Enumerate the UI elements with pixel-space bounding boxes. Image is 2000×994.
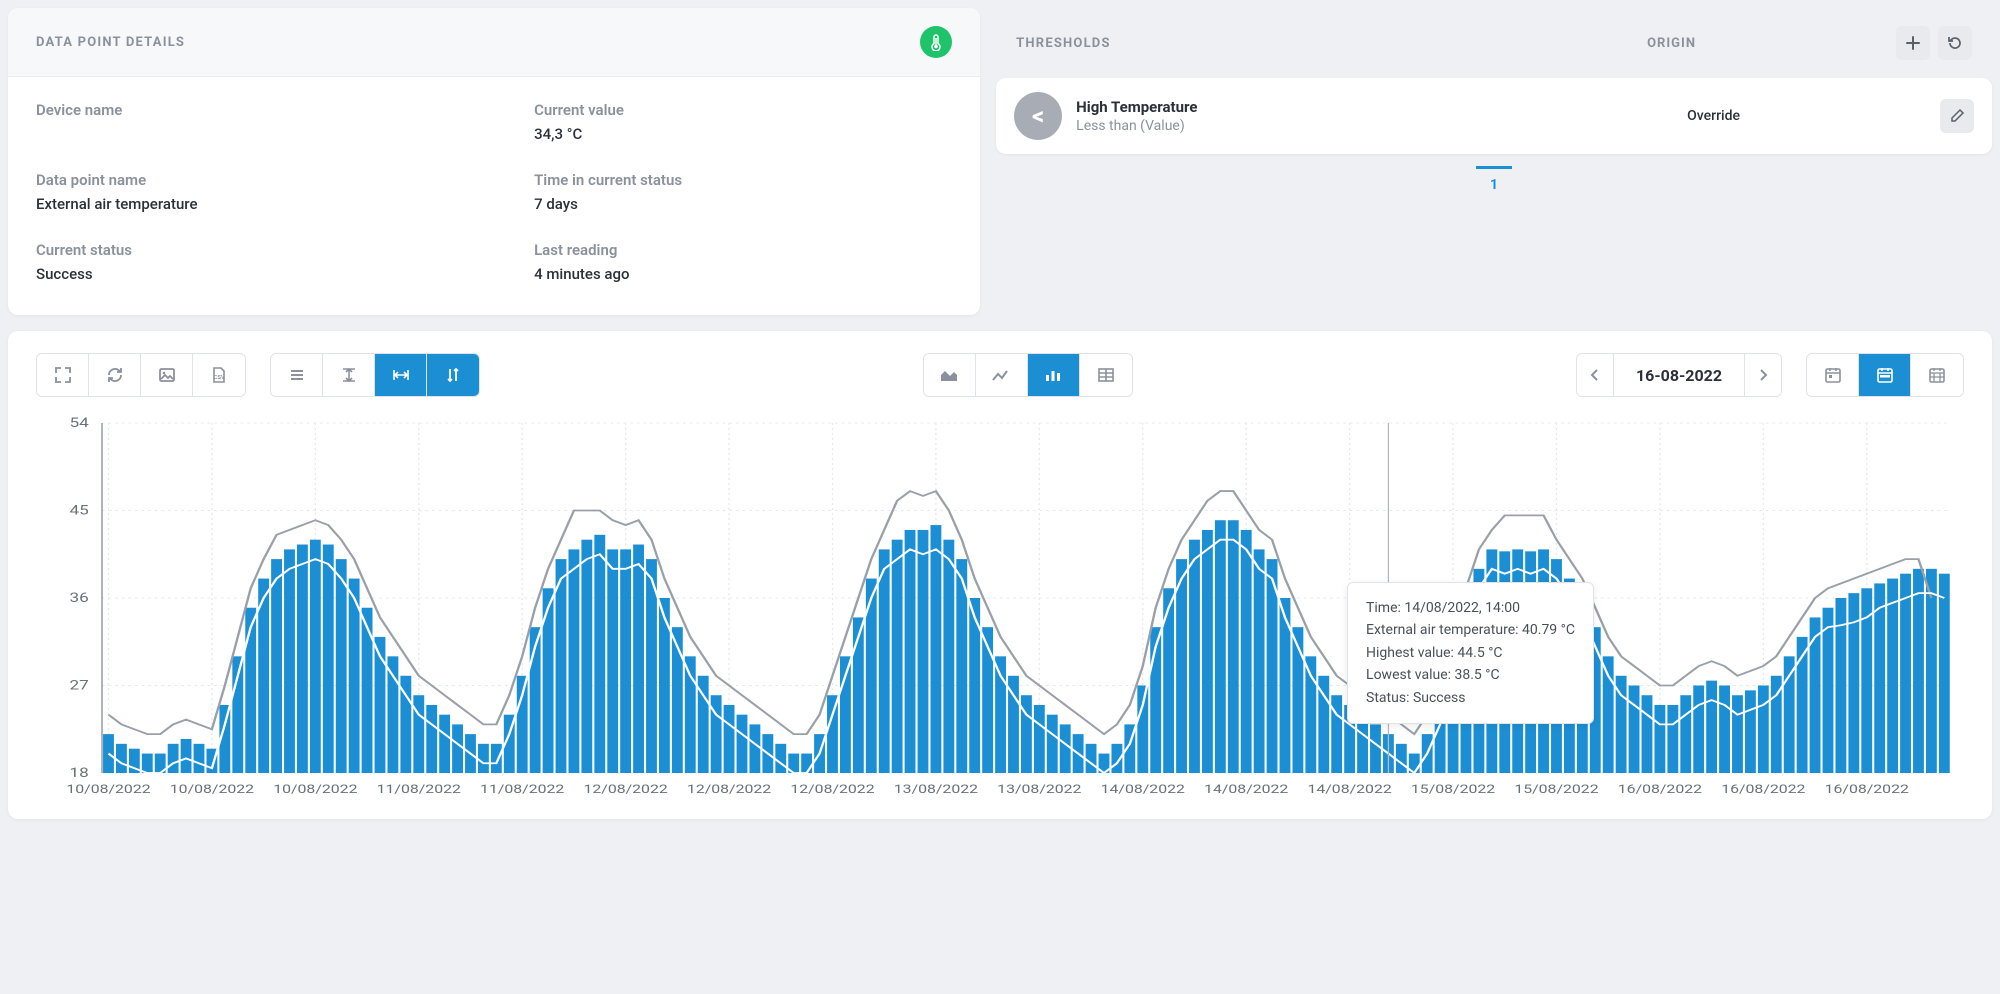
details-header-title: DATA POINT DETAILS (36, 35, 185, 50)
device-name-label: Device name (36, 101, 454, 119)
svg-text:15/08/2022: 15/08/2022 (1514, 783, 1598, 797)
time-in-status-value: 7 days (534, 195, 952, 213)
sort-button[interactable] (427, 354, 479, 396)
svg-text:14/08/2022: 14/08/2022 (1307, 783, 1391, 797)
line-chart-button[interactable] (976, 354, 1028, 396)
threshold-origin: Override (1687, 108, 1740, 124)
last-reading-value: 4 minutes ago (534, 265, 952, 283)
chart-tooltip: Time: 14/08/2022, 14:00 External air tem… (1347, 582, 1594, 724)
fullscreen-button[interactable] (37, 354, 89, 396)
svg-text:14/08/2022: 14/08/2022 (1101, 783, 1185, 797)
svg-text:14/08/2022: 14/08/2022 (1204, 783, 1288, 797)
thresholds-card: THRESHOLDS ORIGIN < High Temperature Les… (996, 8, 1992, 315)
svg-text:16/08/2022: 16/08/2022 (1721, 783, 1805, 797)
svg-text:13/08/2022: 13/08/2022 (997, 783, 1081, 797)
date-display[interactable]: 16-08-2022 (1613, 354, 1745, 396)
next-date-button[interactable] (1745, 354, 1781, 396)
svg-text:10/08/2022: 10/08/2022 (273, 783, 357, 797)
current-status-value: Success (36, 265, 454, 283)
data-point-details-card: DATA POINT DETAILS Device name Current v… (8, 8, 980, 315)
pagination: 1 (996, 166, 1992, 201)
svg-text:27: 27 (70, 678, 89, 693)
month-view-button[interactable] (1911, 354, 1963, 396)
area-chart-button[interactable] (924, 354, 976, 396)
export-image-button[interactable] (141, 354, 193, 396)
last-reading-label: Last reading (534, 241, 952, 259)
page-1[interactable]: 1 (1476, 166, 1512, 201)
week-view-button[interactable] (1859, 354, 1911, 396)
add-threshold-button[interactable] (1896, 26, 1930, 60)
svg-text:15/08/2022: 15/08/2022 (1411, 783, 1495, 797)
current-value: 34,3 °C (534, 125, 952, 143)
data-point-name-label: Data point name (36, 171, 454, 189)
current-status-label: Current status (36, 241, 454, 259)
threshold-symbol: < (1014, 92, 1062, 140)
time-in-status-label: Time in current status (534, 171, 952, 189)
current-value-label: Current value (534, 101, 952, 119)
svg-text:12/08/2022: 12/08/2022 (687, 783, 771, 797)
svg-text:13/08/2022: 13/08/2022 (894, 783, 978, 797)
export-csv-button[interactable]: CSV (193, 354, 245, 396)
day-view-button[interactable] (1807, 354, 1859, 396)
svg-text:16/08/2022: 16/08/2022 (1825, 783, 1909, 797)
reset-thresholds-button[interactable] (1938, 26, 1972, 60)
threshold-row: < High Temperature Less than (Value) Ove… (996, 78, 1992, 154)
thermometer-icon (920, 26, 952, 58)
svg-text:45: 45 (70, 503, 89, 518)
chart-container: 18 27 36 45 54 10/08/2022 10/08/2022 10/08/2022… (36, 417, 1964, 797)
svg-text:12/08/2022: 12/08/2022 (790, 783, 874, 797)
prev-date-button[interactable] (1577, 354, 1613, 396)
table-view-button[interactable] (1080, 354, 1132, 396)
refresh-button[interactable] (89, 354, 141, 396)
svg-text:11/08/2022: 11/08/2022 (377, 783, 461, 797)
bar-chart-button[interactable] (1028, 354, 1080, 396)
svg-text:54: 54 (70, 417, 90, 430)
list-view-button[interactable] (271, 354, 323, 396)
data-point-name-value: External air temperature (36, 195, 454, 213)
vertical-fit-button[interactable] (323, 354, 375, 396)
threshold-condition: Less than (Value) (1076, 118, 1687, 134)
svg-text:10/08/2022: 10/08/2022 (66, 783, 150, 797)
chart-card: CSV 16-08-2022 182736455410/08/202210 (8, 331, 1992, 819)
svg-text:11/08/2022: 11/08/2022 (480, 783, 564, 797)
svg-text:12/08/2022: 12/08/2022 (583, 783, 667, 797)
threshold-name: High Temperature (1076, 98, 1687, 116)
svg-text:36: 36 (70, 590, 89, 605)
svg-text:10/08/2022: 10/08/2022 (170, 783, 254, 797)
edit-threshold-button[interactable] (1940, 99, 1974, 133)
svg-text:CSV: CSV (213, 375, 225, 381)
svg-text:18: 18 (70, 765, 89, 780)
temperature-chart[interactable]: 18 27 36 45 54 10/08/2022 10/08/2022 10/08/2022… (36, 417, 1964, 797)
thresholds-origin-header: ORIGIN (1647, 36, 1696, 51)
svg-text:16/08/2022: 16/08/2022 (1618, 783, 1702, 797)
horizontal-fit-button[interactable] (375, 354, 427, 396)
thresholds-title: THRESHOLDS (1016, 36, 1111, 51)
